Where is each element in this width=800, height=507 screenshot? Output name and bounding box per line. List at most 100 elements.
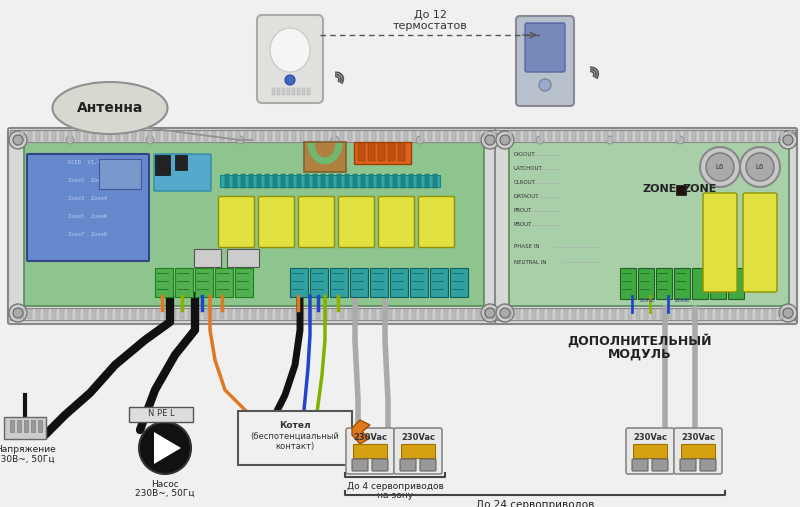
FancyBboxPatch shape <box>234 268 253 297</box>
Bar <box>636 131 640 141</box>
Bar <box>76 309 80 319</box>
FancyBboxPatch shape <box>4 417 46 439</box>
Bar <box>404 309 408 319</box>
FancyBboxPatch shape <box>304 142 346 172</box>
Bar <box>452 131 456 141</box>
Bar <box>52 309 56 319</box>
Circle shape <box>676 136 684 144</box>
Circle shape <box>146 136 154 144</box>
Bar <box>378 143 385 161</box>
Bar <box>444 309 448 319</box>
Bar <box>308 131 312 141</box>
Circle shape <box>783 308 793 318</box>
Bar <box>225 174 229 188</box>
FancyBboxPatch shape <box>626 428 674 474</box>
Bar <box>596 131 600 141</box>
Text: Zone3  Zone4: Zone3 Zone4 <box>69 197 107 201</box>
Bar <box>244 309 248 319</box>
Bar <box>708 131 712 141</box>
Bar <box>372 131 376 141</box>
Bar <box>401 444 435 458</box>
FancyBboxPatch shape <box>8 128 500 324</box>
FancyBboxPatch shape <box>680 459 696 471</box>
Circle shape <box>500 308 510 318</box>
Text: Zone7  Zone8: Zone7 Zone8 <box>69 233 107 237</box>
FancyBboxPatch shape <box>218 197 254 247</box>
Bar <box>532 131 536 141</box>
Bar <box>540 309 544 319</box>
FancyBboxPatch shape <box>674 268 690 299</box>
Bar <box>356 309 360 319</box>
Circle shape <box>13 308 23 318</box>
Bar <box>556 131 560 141</box>
Bar <box>681 444 715 458</box>
Bar <box>612 131 616 141</box>
Bar <box>148 131 152 141</box>
FancyBboxPatch shape <box>338 197 374 247</box>
Circle shape <box>536 136 544 144</box>
Bar <box>28 131 32 141</box>
Bar <box>724 131 728 141</box>
Bar <box>10 420 14 432</box>
Bar <box>409 174 413 188</box>
Bar <box>361 174 365 188</box>
Bar <box>155 155 170 175</box>
Text: (беспотенциальный: (беспотенциальный <box>250 431 339 441</box>
Bar <box>60 309 64 319</box>
Bar <box>188 309 192 319</box>
Circle shape <box>746 153 774 181</box>
Bar <box>740 131 744 141</box>
Bar <box>204 131 208 141</box>
Bar <box>100 309 104 319</box>
Text: До 4 сервоприводов: До 4 сервоприводов <box>346 482 443 491</box>
Text: До 12: До 12 <box>414 10 446 20</box>
Bar <box>305 174 309 188</box>
Bar <box>628 131 632 141</box>
Bar <box>17 420 21 432</box>
FancyBboxPatch shape <box>354 142 411 164</box>
Bar <box>425 174 429 188</box>
FancyBboxPatch shape <box>700 459 716 471</box>
FancyBboxPatch shape <box>691 268 707 299</box>
Bar <box>92 309 96 319</box>
Bar <box>460 131 464 141</box>
Circle shape <box>236 136 244 144</box>
Bar <box>108 131 112 141</box>
Text: N PE L: N PE L <box>148 410 174 418</box>
FancyBboxPatch shape <box>727 268 743 299</box>
Bar <box>20 131 24 141</box>
Bar <box>732 131 736 141</box>
Bar <box>412 131 416 141</box>
Bar <box>164 131 168 141</box>
Bar <box>588 131 592 141</box>
Bar <box>420 131 424 141</box>
FancyBboxPatch shape <box>227 249 259 267</box>
Bar <box>300 131 304 141</box>
Bar <box>220 175 440 187</box>
FancyBboxPatch shape <box>378 197 414 247</box>
Bar <box>772 309 776 319</box>
Circle shape <box>9 304 27 322</box>
Bar <box>340 309 344 319</box>
Text: LATCHOUT: LATCHOUT <box>514 166 542 171</box>
Bar <box>588 309 592 319</box>
Bar <box>212 131 216 141</box>
Bar <box>241 174 245 188</box>
Bar <box>44 309 48 319</box>
Bar <box>660 309 664 319</box>
Text: PHASE IN: PHASE IN <box>514 244 539 249</box>
Bar <box>204 309 208 319</box>
FancyBboxPatch shape <box>214 268 233 297</box>
Text: ZONE: ZONE <box>675 298 690 303</box>
Circle shape <box>485 135 495 145</box>
Circle shape <box>496 304 514 322</box>
Bar <box>417 174 421 188</box>
Circle shape <box>481 131 499 149</box>
Bar <box>257 174 261 188</box>
Bar <box>428 131 432 141</box>
Bar <box>292 88 295 95</box>
Circle shape <box>285 75 295 85</box>
Bar <box>38 420 42 432</box>
Bar <box>260 131 264 141</box>
Bar <box>108 309 112 319</box>
